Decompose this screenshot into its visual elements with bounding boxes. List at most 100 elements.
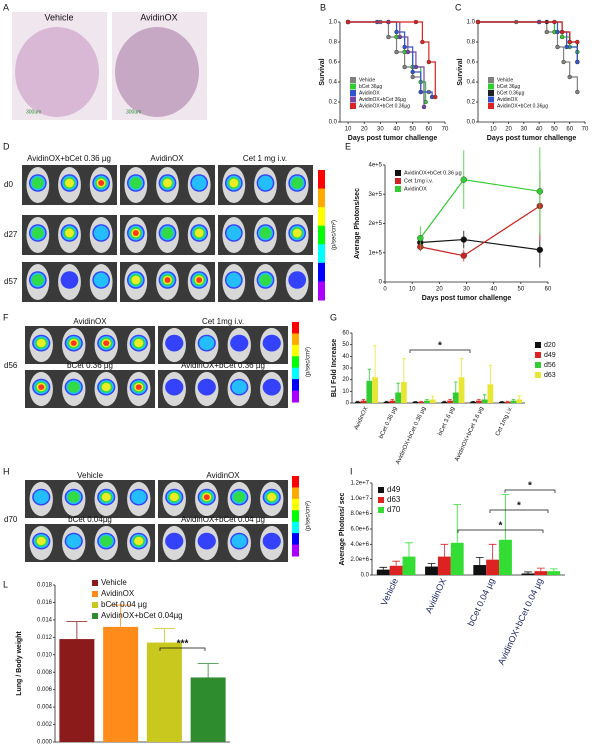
error-bar xyxy=(373,345,377,378)
point xyxy=(536,188,544,195)
x-tick-label: 60 xyxy=(545,287,552,293)
y-tick-label: 0.8 xyxy=(467,40,476,46)
point xyxy=(460,236,467,243)
x-tick-label: 70 xyxy=(442,127,449,133)
legend-swatch xyxy=(350,90,356,96)
y-tick-label: 2e+5 xyxy=(368,221,382,227)
point xyxy=(410,69,415,75)
error-bar xyxy=(367,368,372,381)
legend-label: d56 xyxy=(544,362,556,369)
point xyxy=(559,34,565,40)
error-bar xyxy=(488,543,497,560)
signal xyxy=(169,492,179,502)
y-tick-label: 1.0 xyxy=(467,20,476,26)
legend-swatch xyxy=(378,507,384,513)
point xyxy=(420,39,425,45)
point xyxy=(394,49,399,55)
error-bar xyxy=(110,604,132,627)
y-axis-label: BLI Fold Increase xyxy=(331,339,338,397)
signal xyxy=(165,378,184,396)
image-label: bCet 0.04µg xyxy=(68,515,112,524)
legend-swatch xyxy=(378,497,384,503)
y-axis-label: Survival xyxy=(319,58,326,85)
image-label: AvidinOX xyxy=(73,317,107,326)
signal xyxy=(134,536,144,546)
point xyxy=(433,94,438,100)
annotation: *** xyxy=(177,639,189,650)
x-tick-label: Vehicle xyxy=(379,577,400,608)
y-tick-label: 10 xyxy=(342,389,349,395)
y-tick-label: 0.014 xyxy=(37,617,53,623)
y-tick-label: 1.0 xyxy=(329,20,338,26)
signal xyxy=(101,382,111,392)
x-axis-label: Days post tumor challenge xyxy=(422,295,512,302)
y-tick-label: 0.002 xyxy=(37,722,53,728)
panel-letter: C xyxy=(455,2,462,12)
signal xyxy=(103,340,110,346)
legend-label: d63 xyxy=(387,495,401,504)
signal xyxy=(65,178,74,188)
legend-label: d20 xyxy=(544,342,556,349)
legend-label: AvidinOX+bCet 36µg xyxy=(359,97,406,103)
y-tick-label: 0.004 xyxy=(37,705,53,711)
signal xyxy=(231,380,247,395)
x-tick-label: 20 xyxy=(436,287,443,293)
image-label: Vehicle xyxy=(77,471,103,480)
bar xyxy=(470,401,476,403)
signal xyxy=(191,175,207,191)
bar xyxy=(452,392,459,403)
point xyxy=(405,49,411,55)
y-axis-label: Lung / Body weight xyxy=(16,631,23,696)
legend-swatch xyxy=(378,487,384,493)
panel-letter: E xyxy=(345,141,351,151)
error-bar xyxy=(453,504,462,543)
error-bar xyxy=(392,560,400,566)
signal xyxy=(93,225,109,241)
bar xyxy=(475,400,482,403)
bar xyxy=(487,384,494,403)
x-axis-label: Days post tumor challenge xyxy=(348,135,438,142)
y-tick-label: 1e+5 xyxy=(368,250,382,256)
bar xyxy=(429,399,436,403)
colorbar xyxy=(292,498,299,511)
row-label: d27 xyxy=(4,230,18,239)
error-bar xyxy=(431,395,435,400)
legend-swatch xyxy=(395,178,401,184)
point xyxy=(402,64,407,70)
annotation: * xyxy=(528,481,532,492)
y-tick-label: 8.0e+6 xyxy=(350,511,369,517)
colorbar xyxy=(318,207,325,227)
y-tick-label: 0.0 xyxy=(467,120,476,126)
point xyxy=(536,246,544,254)
image-label: bCet 0.36 µg xyxy=(67,361,113,370)
point xyxy=(394,29,399,35)
error-bar xyxy=(197,663,219,678)
x-tick-label: 60 xyxy=(566,127,573,133)
y-tick-label: 2.0e+6 xyxy=(350,557,369,563)
x-tick-label: 10 xyxy=(345,127,352,133)
x-tick-label: 70 xyxy=(582,127,589,133)
bar xyxy=(481,399,488,403)
bracket xyxy=(457,529,544,533)
point xyxy=(410,74,415,80)
signal xyxy=(231,534,247,549)
legend-label: d63 xyxy=(544,372,556,379)
y-tick-label: 0.0 xyxy=(361,573,370,579)
x-tick-label: bCet 3.6 µg xyxy=(438,406,457,437)
histology-label: AvidinOX xyxy=(140,12,177,22)
y-tick-label: 6.0e+6 xyxy=(350,527,369,533)
signal xyxy=(262,532,281,550)
legend-swatch xyxy=(395,186,401,192)
colorbar xyxy=(318,262,325,282)
y-tick-label: 4e+5 xyxy=(368,163,382,169)
colorbar xyxy=(292,521,299,534)
signal xyxy=(196,277,203,283)
x-tick-label: 20 xyxy=(505,127,512,133)
y-tick-label: 0.4 xyxy=(329,80,338,86)
error-bar xyxy=(501,494,510,540)
legend-swatch xyxy=(535,372,541,378)
x-tick-label: 50 xyxy=(517,287,524,293)
y-axis-label: Survival xyxy=(457,58,464,85)
bar xyxy=(354,401,361,403)
tissue xyxy=(115,27,199,117)
